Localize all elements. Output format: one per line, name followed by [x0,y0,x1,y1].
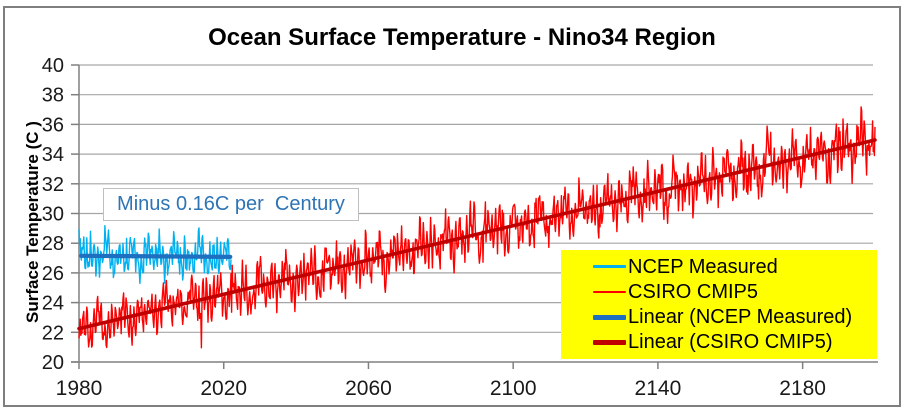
x-tick-label: 2060 [345,377,392,400]
y-tick-label: 32 [42,174,64,196]
legend-line-swatch [593,314,626,320]
x-tick-label: 2140 [635,377,682,400]
y-tick-label: 22 [42,322,64,344]
x-tick-label: 1980 [56,377,103,400]
legend-line-swatch [593,340,626,345]
y-tick-label: 40 [42,55,64,77]
legend: NCEP Measured CSIRO CMIP5 Linear (NCEP Mea… [561,250,877,359]
y-tick-label: 20 [42,352,64,374]
ncep-trend-line [79,253,233,259]
y-tick-label: 38 [42,85,64,107]
legend-label: Linear (CSIRO CMIP5) [628,331,833,354]
y-tick-label: 36 [42,114,64,136]
trend-annotation-box: Minus 0.16C per Century [103,188,359,221]
legend-item: CSIRO CMIP5 [593,281,877,303]
legend-line-swatch [593,265,626,268]
ncep-series-line [78,224,232,284]
y-tick-label: 28 [42,233,64,255]
legend-line-swatch [593,290,626,294]
csiro-trend-line [77,138,877,331]
legend-item: NCEP Measured [593,256,877,278]
y-tick-label: 24 [42,293,64,315]
y-tick-label: 30 [42,204,64,226]
csiro-series-line [78,106,876,349]
legend-item: Linear (CSIRO CMIP5) [593,331,877,353]
x-tick-label: 2180 [779,377,826,400]
x-tick-label: 2100 [490,377,537,400]
legend-label: NCEP Measured [628,255,778,278]
y-tick-label: 34 [42,144,64,166]
trend-annotation-text: Minus 0.16C per Century [117,193,345,215]
legend-label: CSIRO CMIP5 [628,280,759,303]
chart-title: Ocean Surface Temperature - Nino34 Regio… [208,24,716,51]
x-tick-label: 2020 [200,377,247,400]
legend-label: Linear (NCEP Measured) [628,306,853,329]
legend-item: Linear (NCEP Measured) [593,306,877,328]
y-tick-label: 26 [42,263,64,285]
